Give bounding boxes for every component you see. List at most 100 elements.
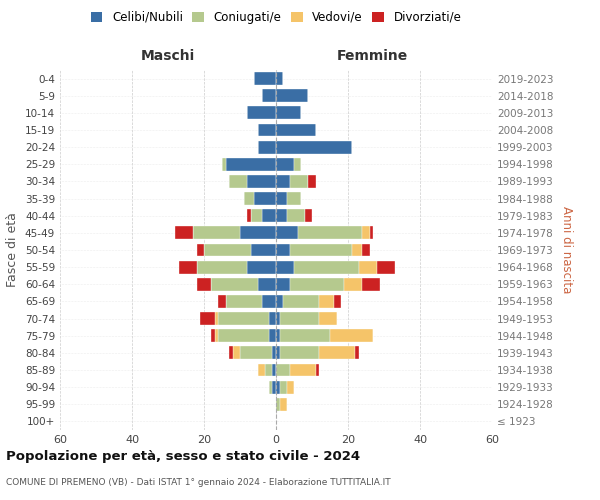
Bar — [377, 260, 395, 274]
Bar — [258, 140, 276, 153]
Bar — [240, 346, 272, 360]
Bar — [215, 330, 218, 342]
Bar — [254, 192, 276, 205]
Bar — [305, 210, 312, 222]
Bar — [294, 158, 301, 170]
Bar — [269, 330, 276, 342]
Bar — [290, 278, 344, 290]
Bar — [319, 346, 355, 360]
Bar — [276, 346, 280, 360]
Bar — [276, 140, 352, 153]
Text: Femmine: Femmine — [337, 48, 407, 62]
Bar — [287, 210, 305, 222]
Bar — [276, 175, 290, 188]
Bar — [294, 260, 359, 274]
Bar — [344, 278, 362, 290]
Bar — [290, 364, 316, 376]
Bar — [276, 210, 287, 222]
Bar — [258, 364, 265, 376]
Y-axis label: Anni di nascita: Anni di nascita — [560, 206, 573, 294]
Bar — [316, 364, 319, 376]
Bar — [247, 106, 276, 120]
Bar — [197, 278, 211, 290]
Bar — [179, 260, 197, 274]
Bar — [222, 158, 226, 170]
Bar — [287, 192, 301, 205]
Bar — [244, 192, 254, 205]
Bar — [276, 158, 294, 170]
Legend: Celibi/Nubili, Coniugati/e, Vedovi/e, Divorziati/e: Celibi/Nubili, Coniugati/e, Vedovi/e, Di… — [91, 11, 461, 24]
Bar — [175, 226, 193, 239]
Bar — [280, 346, 319, 360]
Bar — [233, 346, 240, 360]
Bar — [280, 330, 330, 342]
Bar — [197, 244, 204, 256]
Bar — [211, 278, 258, 290]
Bar — [276, 260, 294, 274]
Bar — [290, 175, 308, 188]
Bar — [276, 124, 316, 136]
Bar — [280, 312, 319, 325]
Bar — [334, 295, 341, 308]
Bar — [240, 226, 276, 239]
Bar — [258, 124, 276, 136]
Bar — [272, 380, 276, 394]
Bar — [251, 244, 276, 256]
Bar — [254, 72, 276, 85]
Bar — [218, 330, 269, 342]
Bar — [247, 175, 276, 188]
Bar — [265, 364, 272, 376]
Bar — [193, 226, 240, 239]
Bar — [276, 244, 290, 256]
Bar — [215, 312, 218, 325]
Bar — [290, 244, 352, 256]
Bar — [218, 295, 226, 308]
Bar — [276, 90, 308, 102]
Bar — [276, 398, 280, 410]
Bar — [251, 210, 262, 222]
Bar — [298, 226, 362, 239]
Bar — [319, 295, 334, 308]
Text: Maschi: Maschi — [141, 48, 195, 62]
Bar — [283, 295, 319, 308]
Bar — [200, 312, 215, 325]
Bar — [362, 244, 370, 256]
Bar — [269, 312, 276, 325]
Bar — [276, 278, 290, 290]
Bar — [262, 295, 276, 308]
Bar — [276, 226, 298, 239]
Bar — [276, 364, 290, 376]
Bar — [276, 312, 280, 325]
Bar — [355, 346, 359, 360]
Bar — [229, 346, 233, 360]
Bar — [262, 90, 276, 102]
Bar — [370, 226, 373, 239]
Bar — [272, 346, 276, 360]
Bar — [287, 380, 294, 394]
Bar — [247, 210, 251, 222]
Text: COMUNE DI PREMENO (VB) - Dati ISTAT 1° gennaio 2024 - Elaborazione TUTTITALIA.IT: COMUNE DI PREMENO (VB) - Dati ISTAT 1° g… — [6, 478, 391, 487]
Bar — [276, 380, 280, 394]
Bar — [276, 192, 287, 205]
Bar — [262, 210, 276, 222]
Bar — [226, 295, 262, 308]
Bar — [359, 260, 377, 274]
Bar — [276, 330, 280, 342]
Bar — [258, 278, 276, 290]
Bar — [352, 244, 362, 256]
Bar — [362, 226, 370, 239]
Bar — [272, 364, 276, 376]
Bar — [247, 260, 276, 274]
Bar — [276, 295, 283, 308]
Bar — [197, 260, 247, 274]
Bar — [308, 175, 316, 188]
Text: Popolazione per età, sesso e stato civile - 2024: Popolazione per età, sesso e stato civil… — [6, 450, 360, 463]
Bar — [269, 380, 272, 394]
Bar — [276, 72, 283, 85]
Bar — [218, 312, 269, 325]
Bar — [276, 106, 301, 120]
Bar — [204, 244, 251, 256]
Bar — [211, 330, 215, 342]
Bar — [280, 380, 287, 394]
Bar — [229, 175, 247, 188]
